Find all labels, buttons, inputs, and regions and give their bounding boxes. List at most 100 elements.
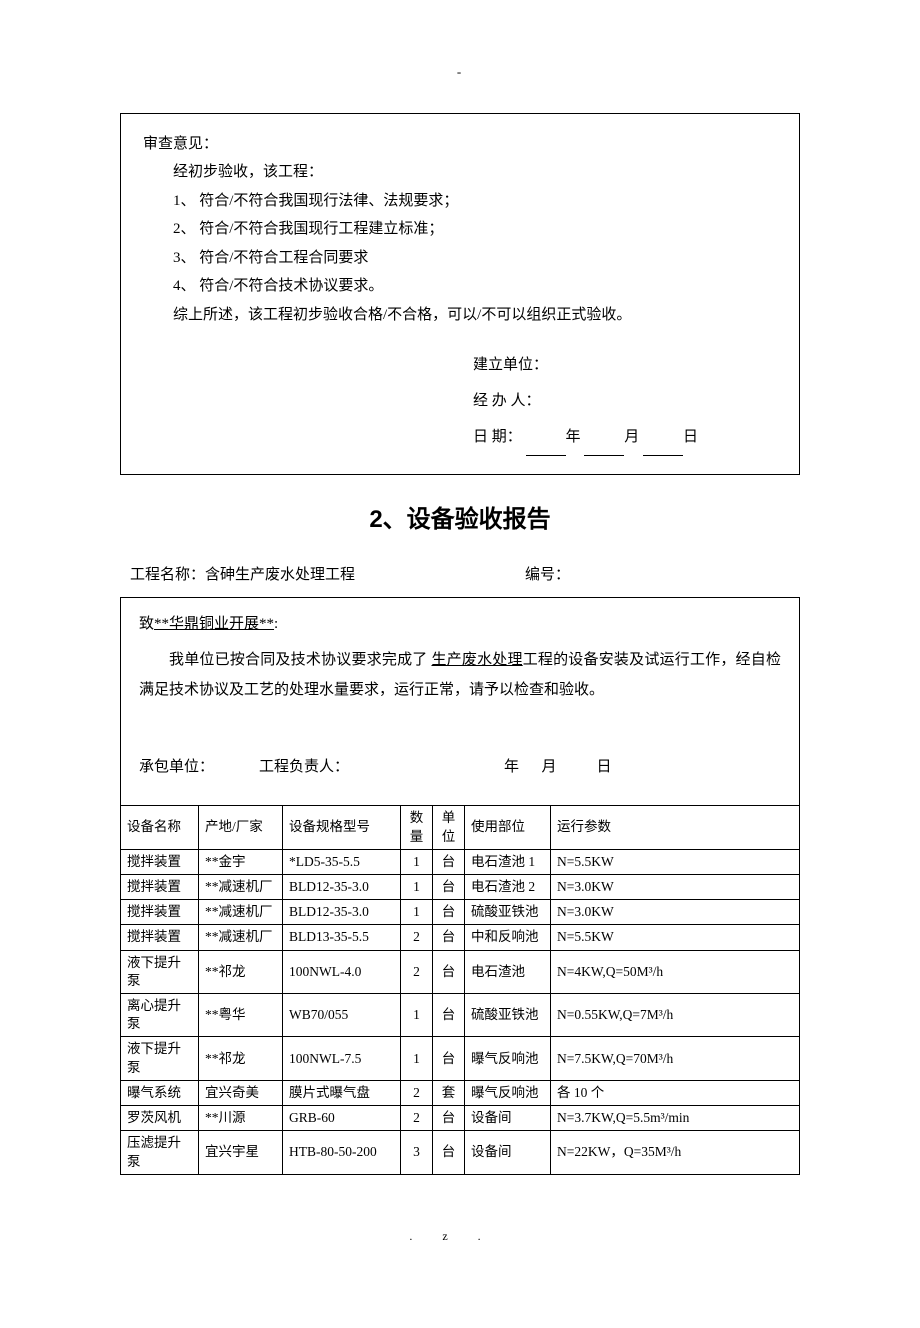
table-row: 搅拌装置**减速机厂BLD12-35-3.01台硫酸亚铁池N=3.0KW: [121, 900, 800, 925]
td-loc: 曝气反响池: [465, 1080, 551, 1105]
table-row: 曝气系统宜兴奇美膜片式曝气盘2套曝气反响池各 10 个: [121, 1080, 800, 1105]
td-model: HTB-80-50-200: [283, 1131, 401, 1174]
sign-date-label: 日 期：: [473, 429, 522, 445]
letter-body: 我单位已按合同及技术协议要求完成了 生产废水处理工程的设备安装及试运行工作，经自…: [139, 645, 781, 705]
table-row: 液下提升泵**祁龙100NWL-7.51台曝气反响池N=7.5KW,Q=70M³…: [121, 1037, 800, 1080]
code-label: 编号：: [525, 561, 570, 590]
td-loc: 设备间: [465, 1106, 551, 1131]
td-mfr: 宜兴奇美: [199, 1080, 283, 1105]
sign-date: 日 期： 年 月 日: [473, 419, 777, 456]
signer-year: 年: [449, 753, 519, 782]
td-param: N=3.7KW,Q=5.5m³/min: [551, 1106, 800, 1131]
td-model: 膜片式曝气盘: [283, 1080, 401, 1105]
th-mfr: 产地/厂家: [199, 806, 283, 849]
td-qty: 2: [401, 925, 433, 950]
td-loc: 中和反响池: [465, 925, 551, 950]
letter-signer-row: 承包单位： 工程负责人： 年 月 日: [139, 753, 781, 782]
td-param: N=3.0KW: [551, 900, 800, 925]
td-name: 液下提升泵: [121, 950, 199, 993]
td-param: 各 10 个: [551, 1080, 800, 1105]
review-sign-block: 建立单位： 经 办 人： 日 期： 年 月 日: [143, 347, 777, 456]
table-row: 离心提升泵**粤华WB70/0551台硫酸亚铁池N=0.55KW,Q=7M³/h: [121, 994, 800, 1037]
review-title: 审查意见：: [143, 130, 777, 159]
project-label-text: 工程名称：: [130, 567, 205, 583]
td-qty: 1: [401, 874, 433, 899]
th-param: 运行参数: [551, 806, 800, 849]
td-param: N=5.5KW: [551, 925, 800, 950]
review-opinion-box: 审查意见： 经初步验收，该工程： 1、 符合/不符合我国现行法律、法规要求； 2…: [120, 113, 800, 476]
sign-year: 年: [566, 429, 581, 445]
td-unit: 台: [433, 950, 465, 993]
td-loc: 硫酸亚铁池: [465, 900, 551, 925]
td-param: N=7.5KW,Q=70M³/h: [551, 1037, 800, 1080]
td-model: 100NWL-7.5: [283, 1037, 401, 1080]
letter-addressee: 致**华鼎铜业开展**:: [139, 610, 781, 639]
td-qty: 2: [401, 950, 433, 993]
review-summary: 综上所述，该工程初步验收合格/不合格，可以/不可以组织正式验收。: [143, 301, 777, 330]
td-name: 搅拌装置: [121, 849, 199, 874]
td-mfr: **减速机厂: [199, 900, 283, 925]
td-param: N=4KW,Q=50M³/h: [551, 950, 800, 993]
td-unit: 台: [433, 994, 465, 1037]
td-qty: 1: [401, 1037, 433, 1080]
td-unit: 台: [433, 1037, 465, 1080]
td-model: 100NWL-4.0: [283, 950, 401, 993]
leader-label: 工程负责人：: [259, 753, 449, 782]
table-row: 压滤提升泵宜兴宇星HTB-80-50-2003台设备间N=22KW，Q=35M³…: [121, 1131, 800, 1174]
page-header-dash: -: [120, 60, 800, 85]
th-loc: 使用部位: [465, 806, 551, 849]
td-param: N=22KW，Q=35M³/h: [551, 1131, 800, 1174]
footer-dot: .: [409, 1229, 442, 1243]
sign-handler: 经 办 人：: [473, 383, 777, 419]
td-unit: 台: [433, 1131, 465, 1174]
to-prefix: 致: [139, 616, 154, 632]
td-model: BLD12-35-3.0: [283, 874, 401, 899]
review-item-2: 2、 符合/不符合我国现行工程建立标准；: [173, 215, 777, 244]
td-mfr: **金宇: [199, 849, 283, 874]
th-unit: 单位: [433, 806, 465, 849]
section-heading: 2、设备验收报告: [120, 497, 800, 543]
project-name: 含砷生产废水处理工程: [205, 567, 355, 583]
td-unit: 台: [433, 900, 465, 925]
sign-unit: 建立单位：: [473, 347, 777, 383]
meta-gap: [355, 561, 525, 590]
td-loc: 曝气反响池: [465, 1037, 551, 1080]
sign-month: 月: [624, 429, 639, 445]
table-row: 搅拌装置**减速机厂BLD13-35-5.52台中和反响池N=5.5KW: [121, 925, 800, 950]
table-row: 液下提升泵**祁龙100NWL-4.02台电石渣池N=4KW,Q=50M³/h: [121, 950, 800, 993]
td-qty: 1: [401, 900, 433, 925]
review-intro: 经初步验收，该工程：: [143, 158, 777, 187]
td-name: 搅拌装置: [121, 925, 199, 950]
table-row: 搅拌装置**减速机厂BLD12-35-3.01台电石渣池 2N=3.0KW: [121, 874, 800, 899]
td-mfr: 宜兴宇星: [199, 1131, 283, 1174]
td-mfr: **祁龙: [199, 950, 283, 993]
td-mfr: **祁龙: [199, 1037, 283, 1080]
letter-body-part1: 我单位已按合同及技术协议要求完成了: [169, 652, 431, 668]
signer-day: 日: [579, 753, 629, 782]
letter-body-underlined: 生产废水处理: [431, 652, 522, 668]
sign-day: 日: [683, 429, 698, 445]
to-suffix: :: [274, 616, 278, 632]
table-row: 罗茨风机**川源GRB-602台设备间N=3.7KW,Q=5.5m³/min: [121, 1106, 800, 1131]
table-row: 搅拌装置**金宇*LD5-35-5.51台电石渣池 1N=5.5KW: [121, 849, 800, 874]
td-name: 液下提升泵: [121, 1037, 199, 1080]
td-model: BLD12-35-3.0: [283, 900, 401, 925]
review-list: 1、 符合/不符合我国现行法律、法规要求； 2、 符合/不符合我国现行工程建立标…: [143, 187, 777, 301]
td-name: 搅拌装置: [121, 874, 199, 899]
td-model: BLD13-35-5.5: [283, 925, 401, 950]
to-name: **华鼎铜业开展**: [154, 616, 274, 632]
td-loc: 设备间: [465, 1131, 551, 1174]
td-unit: 台: [433, 849, 465, 874]
td-name: 离心提升泵: [121, 994, 199, 1037]
td-model: *LD5-35-5.5: [283, 849, 401, 874]
signer-month: 月: [519, 753, 579, 782]
th-model: 设备规格型号: [283, 806, 401, 849]
td-qty: 1: [401, 849, 433, 874]
review-item-4: 4、 符合/不符合技术协议要求。: [173, 272, 777, 301]
table-body: 搅拌装置**金宇*LD5-35-5.51台电石渣池 1N=5.5KW搅拌装置**…: [121, 849, 800, 1174]
footer-marks: .z.: [120, 1225, 800, 1248]
td-mfr: **减速机厂: [199, 874, 283, 899]
td-unit: 套: [433, 1080, 465, 1105]
td-loc: 电石渣池 2: [465, 874, 551, 899]
td-name: 罗茨风机: [121, 1106, 199, 1131]
